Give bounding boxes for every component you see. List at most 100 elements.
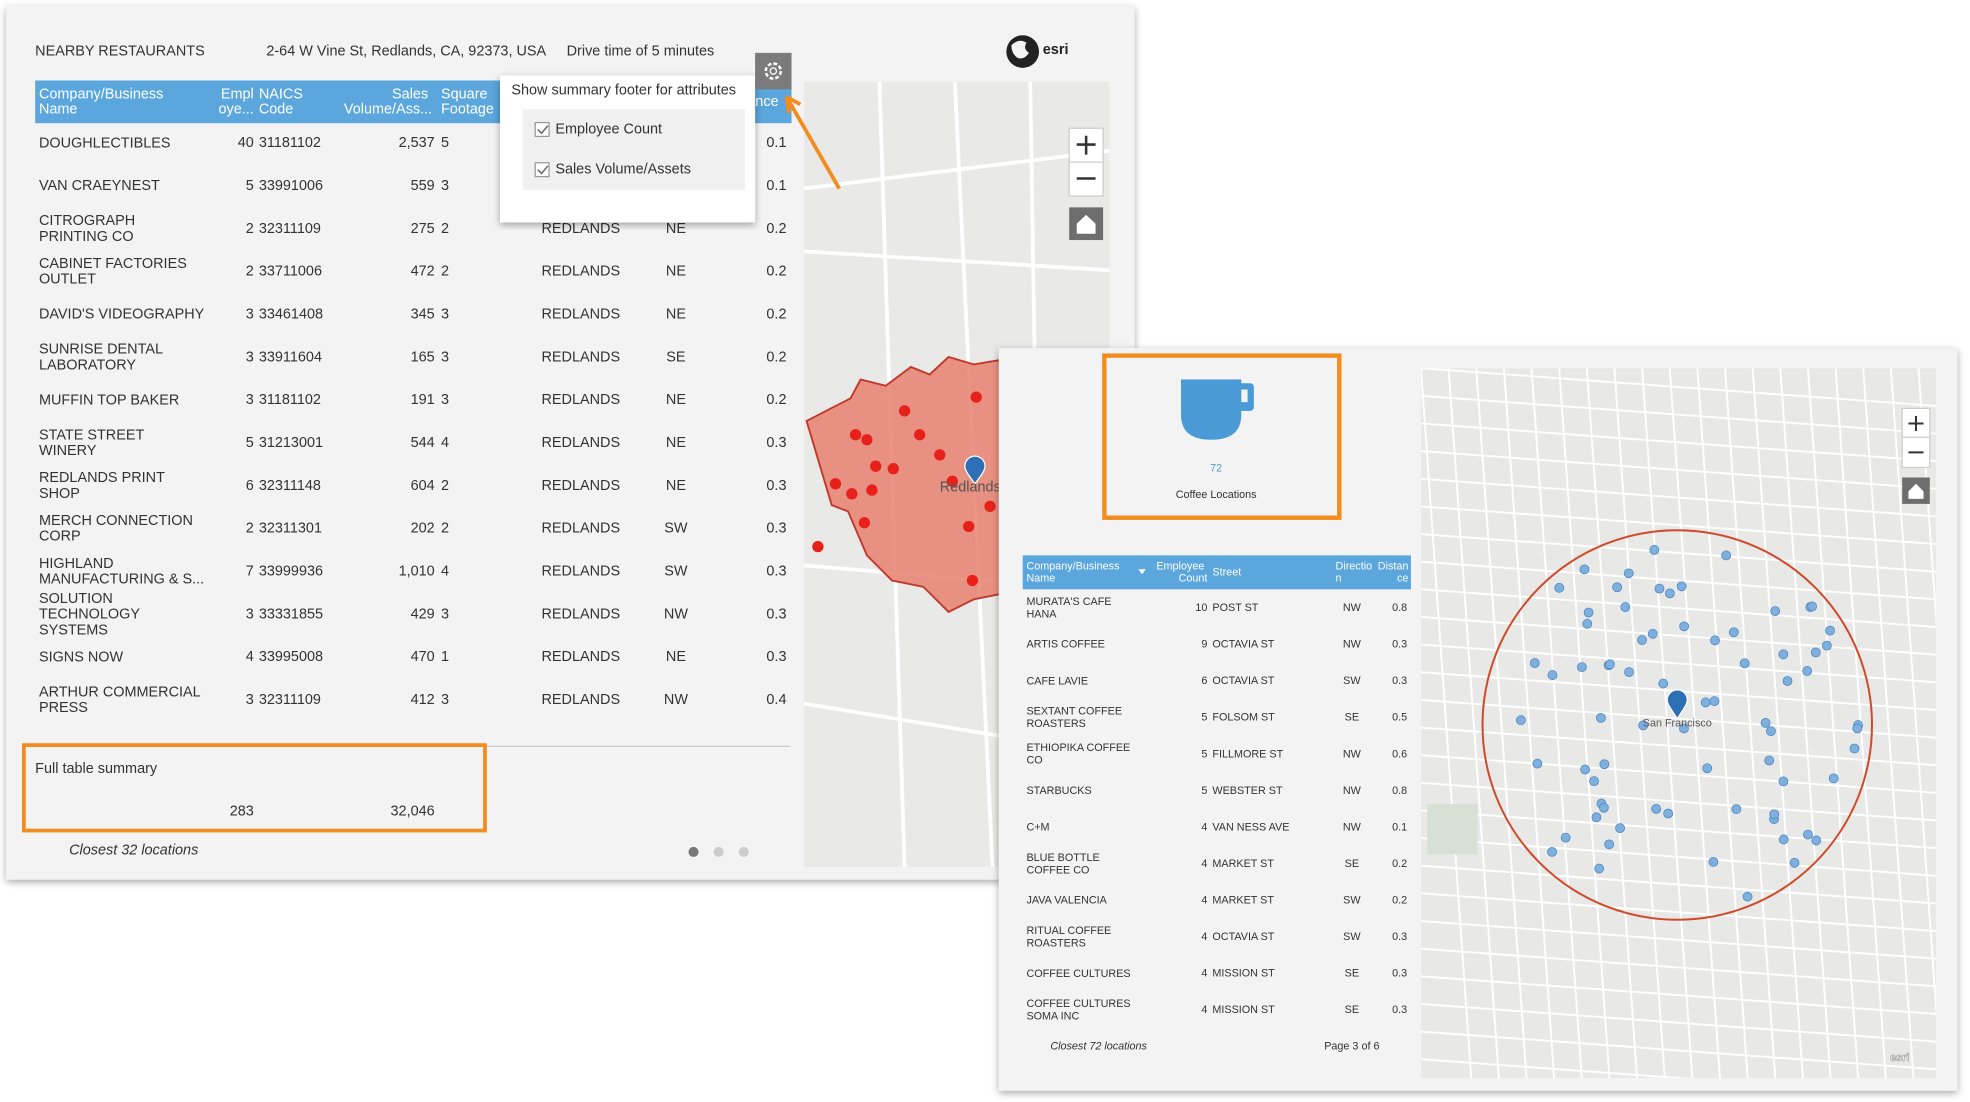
settings-popup: Show summary footer for attributes Emplo… <box>500 75 756 223</box>
cell-direction: SW <box>664 521 688 537</box>
location-dot <box>1811 835 1822 846</box>
header-row: Company/Business Name Empl oye...NAICS Cod… <box>39 86 779 117</box>
cell-distance: 0.8 <box>1392 785 1407 797</box>
cell-direction: SE <box>1345 858 1359 870</box>
cell-direction: NE <box>666 392 686 408</box>
road <box>1420 560 1937 601</box>
cell-name: DOUGHLECTIBLES <box>39 135 171 151</box>
cell-sqft: 2 <box>441 478 449 494</box>
road <box>1475 368 1528 1079</box>
checkbox[interactable] <box>534 121 550 138</box>
cell-street: MISSION ST <box>1212 968 1275 980</box>
cell-distance: 0.6 <box>1392 748 1407 760</box>
cell-naics: 31181102 <box>259 135 321 151</box>
cell-distance: 0.3 <box>1392 931 1407 943</box>
location-dot <box>1620 602 1631 612</box>
location-dot <box>970 391 982 403</box>
cell-distance: 0.8 <box>1392 602 1407 614</box>
location-dot <box>1576 662 1587 672</box>
location-dot <box>887 463 899 475</box>
cell-sales: 472 <box>411 264 435 280</box>
cell-name: CAFE LAVIE <box>1026 675 1088 687</box>
cell-city: REDLANDS <box>541 349 620 365</box>
sort-icon[interactable] <box>1138 569 1146 575</box>
road <box>1420 643 1937 684</box>
radius <box>1481 529 1874 921</box>
popup-title: Show summary footer for attributes <box>511 82 736 98</box>
checkbox[interactable] <box>534 162 550 178</box>
summary-employees: 283 <box>230 804 254 820</box>
location-dot <box>1589 776 1599 787</box>
location-dot <box>1770 606 1781 617</box>
column-header: Street <box>1212 566 1241 578</box>
cell-street: POST ST <box>1212 602 1258 614</box>
cell-employees: 3 <box>246 306 254 322</box>
cell-sales: 559 <box>411 178 435 194</box>
location-dot <box>1599 759 1610 770</box>
cell-employees: 4 <box>1201 931 1207 943</box>
cell-street: VAN NESS AVE <box>1212 821 1289 833</box>
cell-sales: 544 <box>411 435 435 451</box>
cell-name: VAN CRAEYNEST <box>39 178 160 194</box>
location-dot <box>1739 658 1750 669</box>
location-dot <box>1764 755 1775 766</box>
cell-name: DAVID'S VIDEOGRAPHY <box>39 306 205 322</box>
location-dot <box>1516 715 1526 726</box>
page-dot[interactable] <box>738 846 749 857</box>
cell-direction: SW <box>664 564 688 580</box>
cell-employees: 10 <box>1195 602 1207 614</box>
cell-naics: 33911604 <box>259 349 322 365</box>
location-dot <box>870 460 882 472</box>
cell-naics: 33999936 <box>259 564 323 580</box>
location-dot <box>812 540 824 553</box>
cell-sales: 470 <box>411 649 435 665</box>
location-dot <box>1810 647 1821 658</box>
cell-naics: 33711006 <box>259 264 322 280</box>
cell-name: C+M <box>1026 821 1049 833</box>
location-dot <box>1708 857 1719 867</box>
cell-direction: NE <box>666 649 686 665</box>
cell-name: CITROGRAPH PRINTING CO <box>39 213 139 245</box>
cell-city: REDLANDS <box>541 435 620 451</box>
location-dot <box>934 449 946 461</box>
cell-direction: SW <box>1343 931 1361 943</box>
location-dot <box>1769 809 1780 820</box>
road <box>1641 368 1694 1079</box>
settings-button[interactable] <box>755 52 792 90</box>
location-dot <box>1828 773 1839 784</box>
location-dot <box>966 574 979 587</box>
brand: esri <box>1043 42 1069 58</box>
cell-city: REDLANDS <box>541 692 620 708</box>
cell-direction: NW <box>1343 748 1362 760</box>
cell-employees: 4 <box>1201 821 1207 833</box>
cell-name: MERCH CONNECTION CORP <box>39 513 197 545</box>
location-dot <box>1676 581 1687 592</box>
road <box>1420 754 1937 794</box>
cell-direction: NW <box>664 606 688 622</box>
location-dot <box>898 405 911 417</box>
cell-sqft: 5 <box>441 135 449 151</box>
column-header: Square Footage <box>441 86 494 117</box>
road <box>1420 726 1937 767</box>
cell-distance: 0.3 <box>1392 1004 1407 1016</box>
cell-street: OCTAVIA ST <box>1212 931 1274 943</box>
page-dot[interactable] <box>688 846 699 857</box>
cell-sqft: 3 <box>441 692 449 708</box>
cell-distance: 0.2 <box>1392 895 1407 907</box>
cell-employees: 5 <box>1201 712 1207 724</box>
road <box>1585 368 1638 1079</box>
cell-employees: 4 <box>1201 968 1207 980</box>
cell-sqft: 2 <box>441 521 449 537</box>
location-dot <box>946 475 958 487</box>
location-dot <box>1728 627 1739 638</box>
cell-employees: 5 <box>1201 785 1207 797</box>
cell-employees: 6 <box>246 478 254 494</box>
cell-sales: 604 <box>411 478 435 494</box>
road <box>1779 368 1832 1079</box>
location-dot <box>1594 863 1605 874</box>
page-dot[interactable] <box>713 846 724 857</box>
cell-sqft: 3 <box>441 392 449 408</box>
location-dot <box>1721 550 1732 561</box>
location-dot <box>1654 583 1665 594</box>
